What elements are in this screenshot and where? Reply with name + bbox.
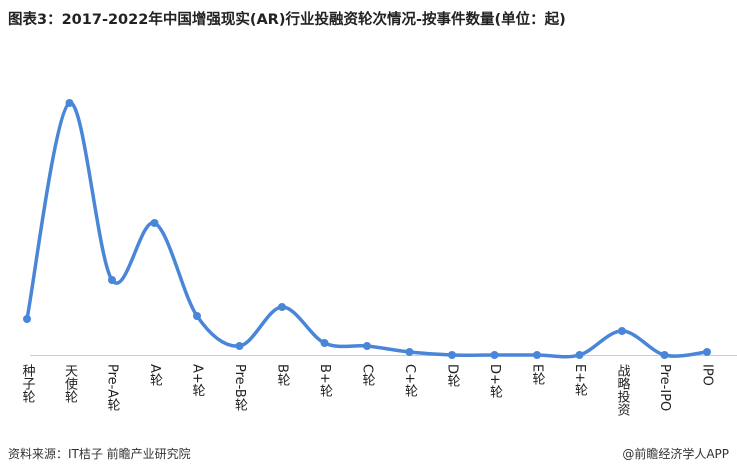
line (25, 101, 708, 359)
point (405, 348, 414, 356)
point (65, 99, 74, 107)
x-tick-label: IPO (700, 364, 715, 386)
point (533, 351, 541, 359)
x-tick-label: 战略投资 (615, 364, 631, 416)
x-tick-label: D+轮 (487, 364, 503, 399)
chart-title: 图表3：2017-2022年中国增强现实(AR)行业投融资轮次情况-按事件数量(… (8, 10, 566, 28)
point (193, 312, 201, 320)
x-tick-label: 种子轮 (20, 364, 36, 404)
x-tick-label: 天使轮 (62, 364, 78, 404)
x-tick-label: E+轮 (572, 364, 588, 398)
point (108, 276, 116, 284)
point (703, 348, 711, 356)
x-tick-label: Pre-A轮 (105, 364, 121, 412)
point (278, 303, 286, 311)
point (490, 351, 499, 359)
x-tick-label: C+轮 (402, 364, 418, 398)
point (235, 342, 244, 350)
brand: @前瞻经济学人APP (622, 446, 729, 461)
x-tick-label: A+轮 (190, 364, 206, 398)
point (660, 351, 669, 359)
x-tick-label: A轮 (147, 364, 163, 387)
point (320, 339, 329, 347)
x-tick-label: C轮 (360, 364, 376, 388)
point (575, 351, 584, 359)
source: 资料来源：IT桔子 前瞻产业研究院 (8, 446, 191, 461)
x-tick-label: B+轮 (317, 364, 333, 398)
x-tick-label: Pre-B轮 (232, 364, 248, 412)
x-tick-label: B轮 (275, 364, 291, 387)
point (150, 219, 159, 227)
point (448, 351, 456, 359)
point (618, 327, 626, 335)
x-tick-label: D轮 (445, 364, 461, 388)
point (363, 342, 371, 350)
x-tick-label: Pre-IPO (657, 364, 672, 411)
x-tick-label: E轮 (530, 364, 546, 387)
point (23, 315, 31, 323)
